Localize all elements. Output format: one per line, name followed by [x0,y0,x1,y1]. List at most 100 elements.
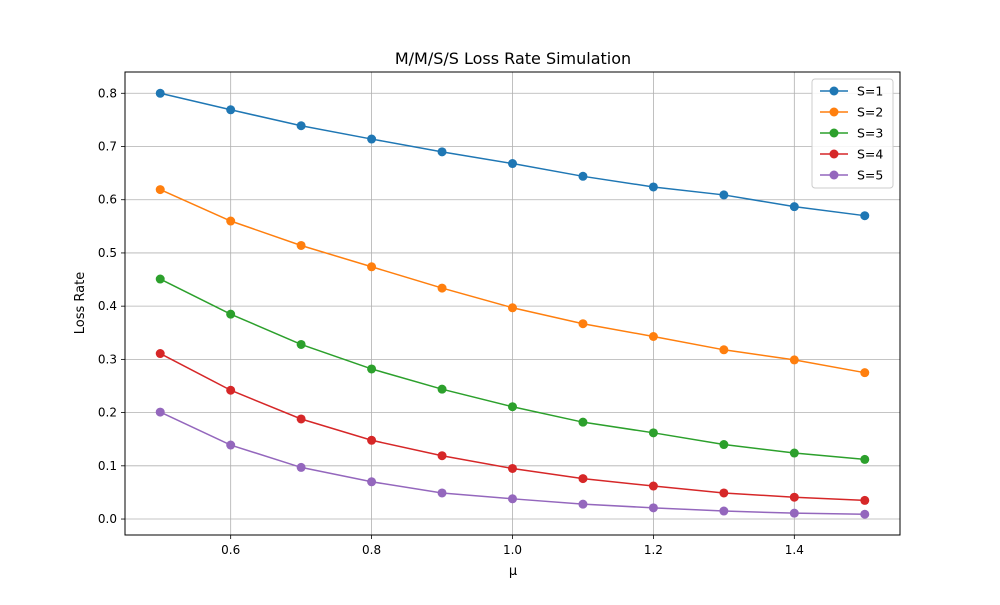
data-point [296,414,306,424]
series-s2 [155,185,870,378]
data-point [578,499,588,509]
data-point [508,494,517,504]
x-axis-label: μ [509,564,517,579]
data-point [860,509,870,519]
data-point [367,435,377,445]
y-tick-label: 0.0 [98,512,117,526]
legend-marker [829,128,839,138]
legend-marker [829,149,839,159]
data-point [155,349,165,359]
legend-item: S=3 [820,126,883,141]
data-point [789,202,799,212]
y-axis: 0.0 0.1 0.2 0.3 0.4 0.5 0.6 0.7 0.8 [98,86,125,526]
data-point [578,417,588,427]
data-point [648,428,658,438]
data-point [648,503,658,513]
data-point [789,492,799,502]
data-point [578,171,588,181]
data-point [719,345,729,355]
x-axis: 0.6 0.8 1.0 1.2 1.4 [221,535,804,557]
legend-marker [829,107,839,117]
data-point [226,216,236,226]
data-point [296,462,306,472]
data-point [226,440,236,450]
series-s1 [155,88,870,221]
data-point [226,309,236,319]
data-point [860,368,870,378]
data-point [155,88,165,98]
data-point [296,240,306,250]
y-tick-label: 0.8 [98,86,117,100]
x-tick-label: 0.6 [221,543,240,557]
y-tick-label: 0.6 [98,193,117,207]
data-point [155,185,165,195]
series-s5 [155,407,870,519]
chart-title: M/M/S/S Loss Rate Simulation [395,49,631,68]
x-tick-label: 1.0 [503,543,522,557]
legend-label: S=4 [857,147,883,162]
data-point [719,488,729,498]
data-point [367,364,377,374]
data-point [437,147,447,157]
legend-box [811,78,894,189]
data-point [437,488,447,498]
legend-item: S=4 [820,147,883,162]
data-point [437,384,447,394]
series-s4 [155,349,870,505]
data-point [578,474,588,484]
legend-item: S=2 [820,105,883,120]
data-point [296,121,306,131]
data-point [296,339,306,349]
legend-item: S=1 [820,84,883,99]
data-point [789,448,799,458]
data-point [508,159,517,169]
data-point [367,262,377,272]
data-point [508,402,517,412]
data-point [437,283,447,293]
y-tick-label: 0.7 [98,140,117,154]
y-tick-label: 0.3 [98,352,117,366]
y-tick-label: 0.1 [98,459,117,473]
data-point [860,495,870,505]
data-point [226,105,236,115]
legend-label: S=3 [857,126,883,141]
data-point [508,463,517,473]
y-axis-label: Loss Rate [73,272,88,334]
legend-label: S=1 [857,84,883,99]
data-point [226,385,236,395]
data-point [508,303,517,313]
data-point [648,182,658,192]
data-point [648,481,658,491]
data-point [367,477,377,487]
x-tick-label: 0.8 [362,543,381,557]
data-point [155,274,165,284]
legend-label: S=2 [857,105,883,120]
data-point [155,407,165,417]
x-tick-label: 1.2 [644,543,663,557]
x-tick-label: 1.4 [785,543,804,557]
legend: S=1 S=2 S=3 S=4 S=5 [811,78,894,189]
data-point [719,440,729,450]
series-s3 [155,274,870,464]
data-point [437,451,447,461]
data-point [789,355,799,365]
data-point [860,454,870,464]
y-tick-label: 0.4 [98,299,117,313]
data-point [719,506,729,516]
data-point [789,508,799,518]
y-tick-label: 0.2 [98,406,117,420]
legend-label: S=5 [857,168,883,183]
legend-marker [829,170,839,180]
data-point [578,319,588,329]
y-tick-label: 0.5 [98,246,117,260]
data-point [719,190,729,200]
data-point [860,211,870,221]
series-group [155,88,870,519]
legend-marker [829,86,839,96]
data-point [648,331,658,341]
data-point [367,134,377,144]
grid [125,72,900,535]
legend-item: S=5 [820,168,883,183]
